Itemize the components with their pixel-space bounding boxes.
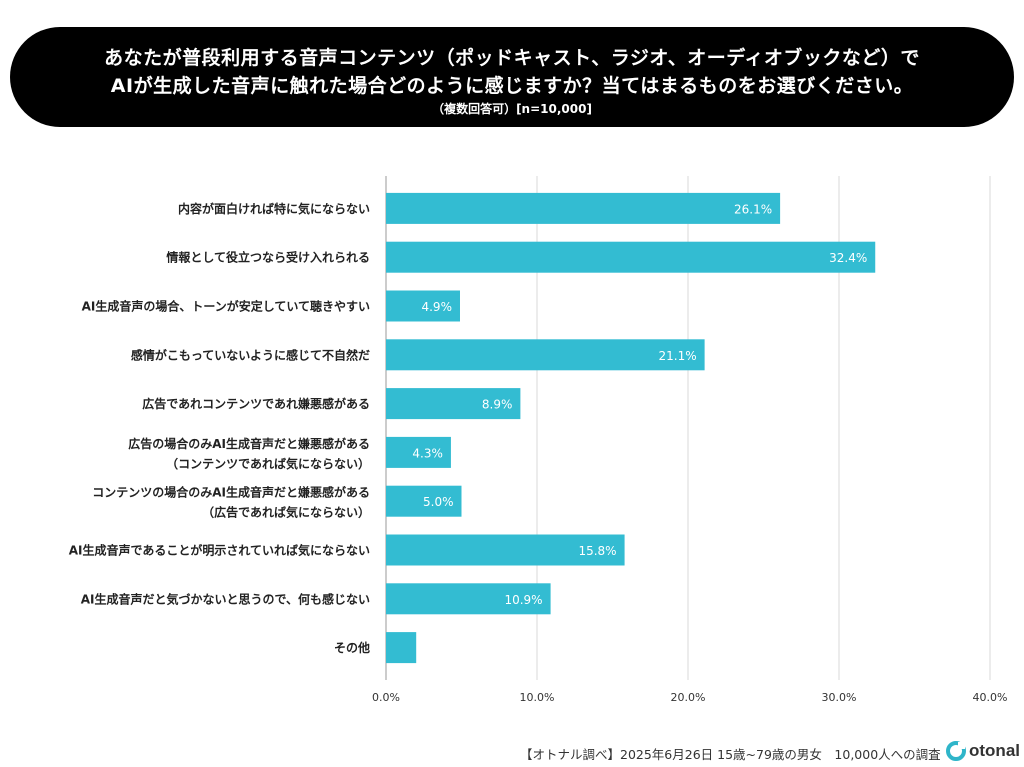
logo-text: otonal (969, 741, 1020, 760)
category-label: AI生成音声の場合、トーンが安定していて聴きやすい (82, 299, 370, 314)
bar-value-label: 21.1% (658, 349, 696, 363)
bar (386, 290, 460, 322)
x-tick-label: 30.0% (822, 691, 857, 704)
category-label: その他 (334, 640, 370, 655)
bar (386, 241, 876, 273)
source-note: 【オトナル調べ】2025年6月26日 15歳~79歳の男女 10,000人への調… (520, 747, 941, 762)
bar-value-label: 4.3% (412, 446, 443, 460)
bar-value-label: 10.9% (504, 593, 542, 607)
bar-value-label: 32.4% (829, 251, 867, 265)
category-label: コンテンツの場合のみAI生成音声だと嫌悪感がある (92, 485, 370, 500)
bar (386, 339, 705, 371)
bar-value-label: 4.9% (421, 300, 452, 314)
category-label: （広告であれば気にならない） (202, 505, 370, 520)
category-label: 情報として役立つなら受け入れられる (166, 250, 370, 265)
bar (386, 485, 462, 517)
bar (386, 192, 781, 224)
bar (386, 583, 551, 615)
category-label: AI生成音声だと気づかないと思うので、何も感じない (81, 591, 370, 606)
bar-value-label: 5.0% (423, 495, 454, 509)
bar-value-label: 26.1% (734, 202, 772, 216)
otonal-logo: otonal (946, 740, 1020, 762)
category-label: 内容が面白ければ特に気にならない (178, 201, 370, 216)
bar (386, 436, 451, 468)
bar-value-label: 15.8% (578, 544, 616, 558)
category-label: 広告であれコンテンツであれ嫌悪感がある (142, 396, 370, 411)
x-tick-label: 10.0% (520, 691, 555, 704)
chart-subtitle: （複数回答可）[n=10,000] (432, 102, 592, 116)
chart-title-line1: あなたが普段利用する音声コンテンツ（ポッドキャスト、ラジオ、オーディオブックなど… (104, 47, 920, 69)
bar-value-label: 8.9% (482, 398, 513, 412)
otonal-logo-icon (946, 741, 966, 761)
category-label: （コンテンツであれば気にならない） (166, 456, 370, 471)
x-tick-label: 20.0% (671, 691, 706, 704)
x-tick-label: 0.0% (372, 691, 400, 704)
x-tick-label: 40.0% (973, 691, 1008, 704)
category-label: AI生成音声であることが明示されていれば気にならない (69, 543, 370, 558)
bar (386, 388, 521, 420)
bar (386, 534, 625, 566)
chart-title-line2: AIが生成した音声に触れた場合どのように感じますか？当てはまるものをお選びくださ… (110, 75, 914, 97)
category-label: 広告の場合のみAI生成音声だと嫌悪感がある (128, 436, 370, 451)
title-banner: あなたが普段利用する音声コンテンツ（ポッドキャスト、ラジオ、オーディオブックなど… (10, 27, 1014, 127)
bar (386, 632, 417, 664)
category-label: 感情がこもっていないように感じて不自然だ (131, 347, 370, 362)
